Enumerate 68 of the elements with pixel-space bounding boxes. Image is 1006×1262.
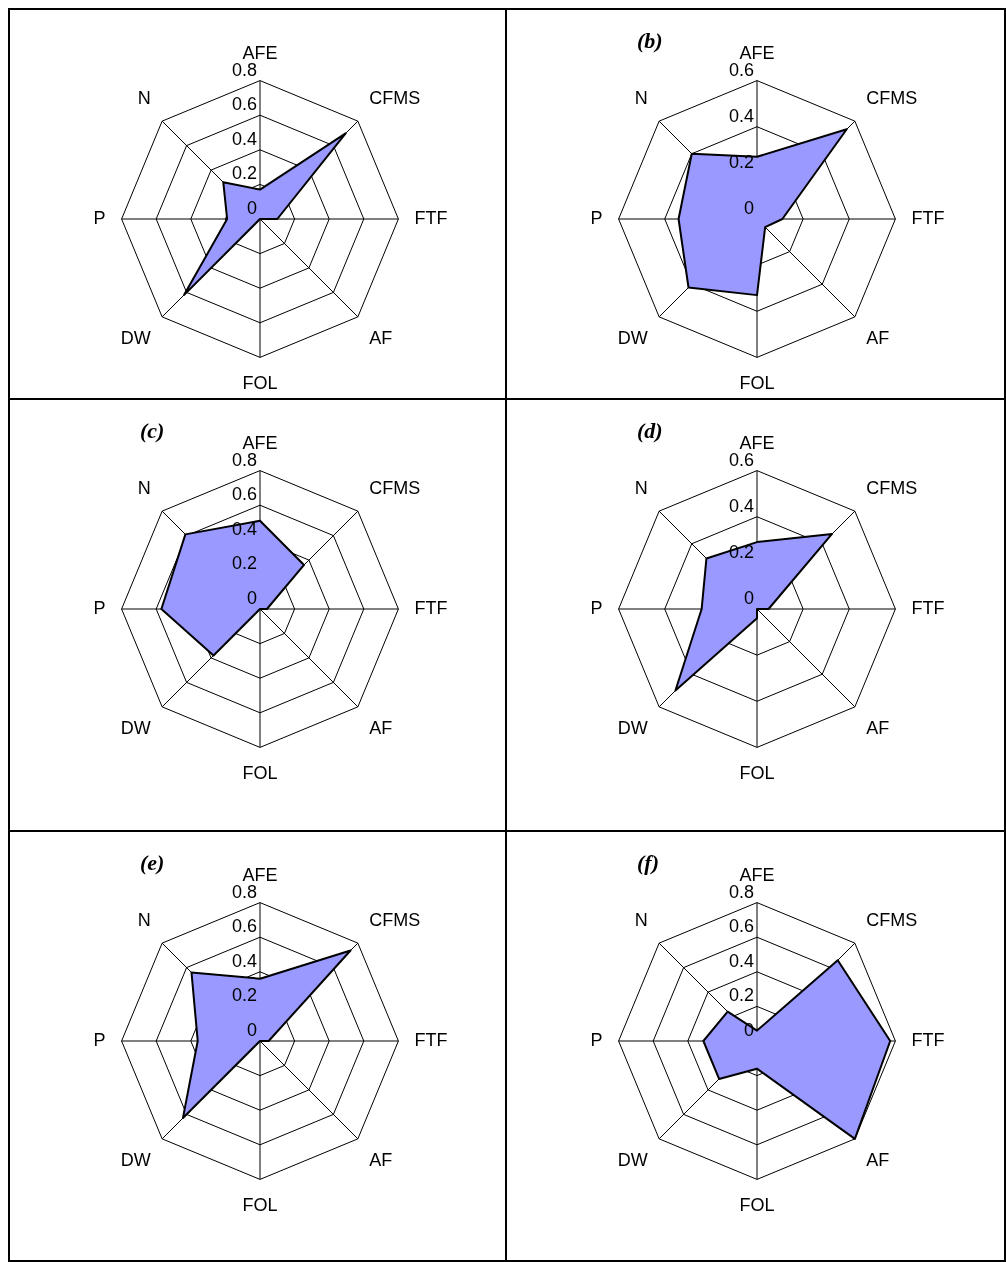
- spoke-label: N: [634, 477, 648, 498]
- spoke-label: FOL: [739, 763, 775, 784]
- spoke-label: DW: [617, 1149, 648, 1170]
- spoke-label: N: [634, 909, 648, 930]
- y-tick-label: 0.4: [728, 950, 754, 971]
- y-tick-label: 0.6: [728, 916, 754, 937]
- y-tick-label: 0.2: [231, 553, 257, 574]
- chart-title: (c): [140, 418, 165, 444]
- y-tick-label: 0.2: [728, 541, 754, 562]
- spoke-label: P: [93, 207, 106, 228]
- y-tick-label: 0: [743, 587, 754, 608]
- spoke-label: AF: [369, 1149, 393, 1170]
- spoke-label: DW: [120, 1149, 151, 1170]
- chart-title: (b): [637, 28, 663, 54]
- y-tick-label: 0: [246, 587, 257, 608]
- y-tick-label: 0.2: [231, 985, 257, 1006]
- spoke-label: DW: [617, 717, 648, 738]
- y-tick-label: 0.4: [231, 518, 257, 539]
- spoke-label: CFMS: [866, 909, 918, 930]
- spoke-label: CFMS: [866, 87, 918, 108]
- spoke-label: AF: [866, 717, 890, 738]
- spoke-label: CFMS: [369, 909, 421, 930]
- spoke-label: AF: [866, 327, 890, 348]
- spoke-label: P: [93, 1029, 106, 1050]
- spoke-label: P: [590, 1029, 603, 1050]
- spoke-label: DW: [120, 717, 151, 738]
- spoke-label: FOL: [739, 1195, 775, 1216]
- spoke-label: FTF: [911, 207, 945, 228]
- chart-title: (d): [637, 418, 663, 444]
- spoke-label: CFMS: [369, 87, 421, 108]
- spoke-label: P: [93, 597, 106, 618]
- spoke-label: FTF: [911, 597, 945, 618]
- spoke-label: AF: [866, 1149, 890, 1170]
- spoke-label: AF: [369, 327, 393, 348]
- spoke-label: FOL: [242, 1195, 278, 1216]
- y-tick-label: 0.4: [231, 950, 257, 971]
- spoke-label: FOL: [242, 763, 278, 784]
- y-tick-label: 0.6: [231, 94, 257, 115]
- y-tick-label: 0.4: [728, 495, 754, 516]
- spoke-label: FTF: [911, 1029, 945, 1050]
- spoke-label: CFMS: [369, 477, 421, 498]
- chart-title: (e): [140, 850, 165, 876]
- spoke-label: FOL: [739, 373, 775, 394]
- y-tick-label: 0.2: [231, 163, 257, 184]
- y-tick-label: 0: [743, 1019, 754, 1040]
- spoke-label: N: [634, 87, 648, 108]
- y-tick-label: 0: [246, 1019, 257, 1040]
- spoke-label: P: [590, 207, 603, 228]
- spoke-label: N: [137, 909, 151, 930]
- spoke-label: N: [137, 477, 151, 498]
- y-tick-label: 0.6: [231, 916, 257, 937]
- spoke-label: CFMS: [866, 477, 918, 498]
- spoke-label: FOL: [242, 373, 278, 394]
- y-tick-label: 0.2: [728, 985, 754, 1006]
- spoke-label: DW: [617, 327, 648, 348]
- spoke-label: FTF: [414, 1029, 448, 1050]
- y-tick-label: 0.4: [728, 105, 754, 126]
- y-tick-label: 0: [246, 197, 257, 218]
- spoke-label: FTF: [414, 597, 448, 618]
- y-tick-label: 0: [743, 197, 754, 218]
- chart-title: (f): [637, 850, 659, 876]
- spoke-label: DW: [120, 327, 151, 348]
- y-tick-label: 0.4: [231, 128, 257, 149]
- spoke-label: AF: [369, 717, 393, 738]
- spoke-label: N: [137, 87, 151, 108]
- spoke-label: FTF: [414, 207, 448, 228]
- spoke-label: P: [590, 597, 603, 618]
- y-tick-label: 0.6: [231, 484, 257, 505]
